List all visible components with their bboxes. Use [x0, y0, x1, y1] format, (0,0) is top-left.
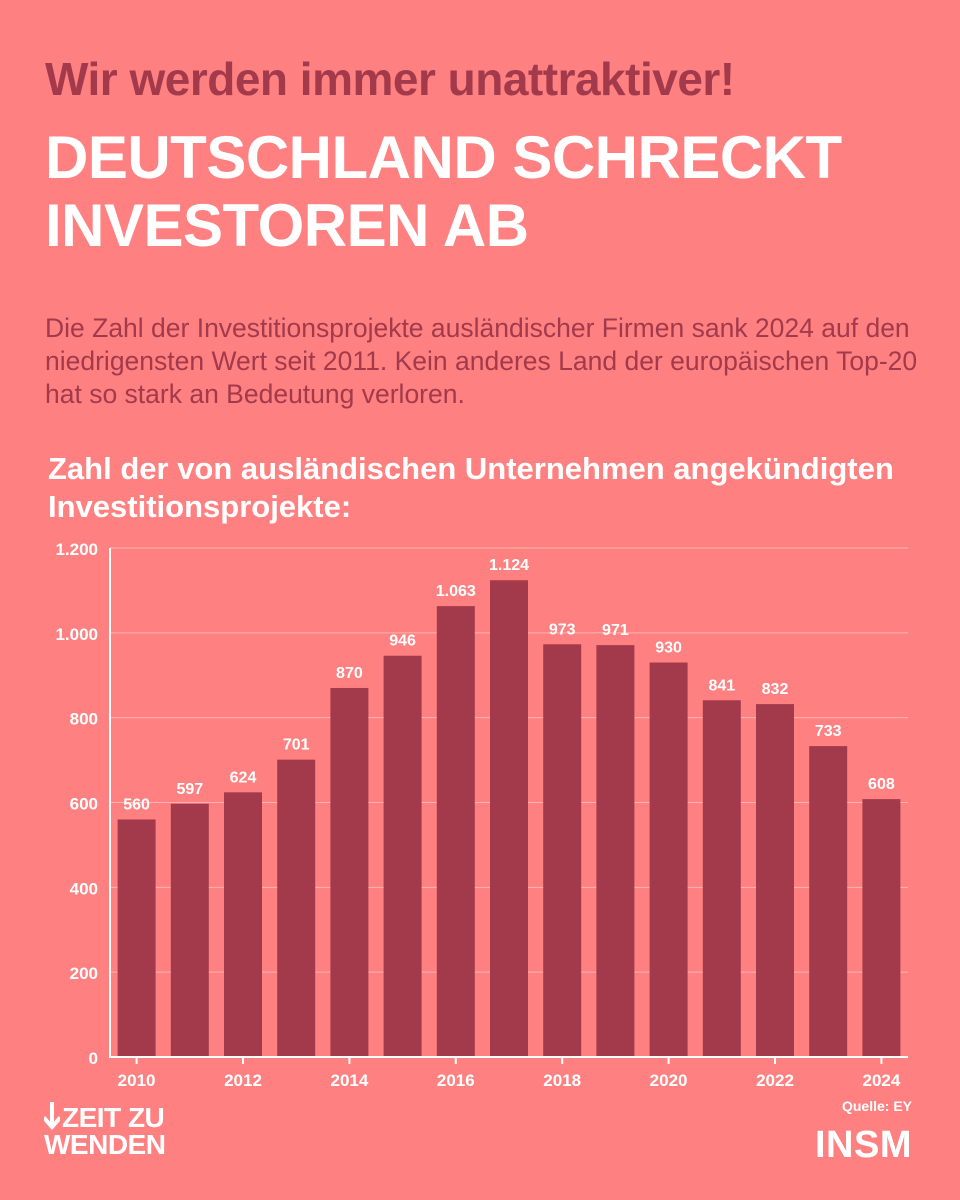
x-tick-label: 2012	[224, 1071, 262, 1090]
bar-value-label: 1.063	[436, 583, 476, 600]
bar-2013	[277, 759, 316, 1057]
bar-2020	[649, 662, 688, 1057]
x-tick-label: 2010	[118, 1071, 156, 1090]
down-arrow-icon	[44, 1102, 60, 1131]
bar-value-label: 971	[602, 622, 629, 639]
bar-chart: 0 200 400 600 800 1.000 1.200 560 597 624 701 870 94…	[55, 540, 908, 1090]
bar-2017	[490, 580, 528, 1057]
bar-2014	[330, 687, 369, 1057]
x-tick-label: 2014	[330, 1071, 368, 1090]
y-tick-label: 200	[70, 964, 98, 983]
y-tick-label: 400	[70, 879, 98, 898]
bar-2022	[756, 704, 794, 1057]
bar-value-label: 930	[655, 640, 682, 657]
zeit-zu-wenden-logo: ZEIT ZU WENDEN	[44, 1098, 194, 1162]
x-tick-label: 2018	[543, 1071, 581, 1090]
y-tick-label: 1.200	[55, 540, 98, 559]
x-tick-label: 2016	[437, 1071, 475, 1090]
x-tick-label: 2022	[756, 1071, 794, 1090]
x-tick-label: 2020	[650, 1071, 688, 1090]
logo-line-1: ZEIT ZU	[62, 1102, 165, 1133]
kicker-heading: Wir werden immer unattraktiver!	[45, 53, 735, 105]
bar-value-label: 701	[283, 737, 310, 754]
bar-value-label: 597	[176, 781, 203, 798]
bar-value-label: 624	[230, 769, 257, 786]
bar-value-label: 560	[123, 796, 150, 813]
bar-2021	[702, 700, 741, 1057]
chart-title: Zahl der von ausländischen Unternehmen a…	[48, 451, 894, 524]
bar-2024	[862, 799, 901, 1057]
bar-2012	[224, 792, 262, 1057]
bar-2015	[383, 655, 422, 1057]
headline: DEUTSCHLAND SCHRECKT INVESTOREN AB	[45, 124, 842, 260]
source-note: Quelle: EY	[841, 1098, 912, 1114]
bar-value-label: 946	[389, 633, 416, 650]
bar-value-label: 1.124	[489, 557, 529, 574]
y-tick-label: 1.000	[55, 625, 98, 644]
bar-2023	[809, 746, 848, 1057]
insm-brand: INSM	[815, 1124, 912, 1166]
bar-value-label: 870	[336, 665, 363, 682]
bar-value-label: 841	[708, 677, 735, 694]
bar-value-label: 608	[868, 776, 895, 793]
y-tick-label: 0	[89, 1049, 98, 1068]
y-tick-label: 600	[70, 795, 98, 814]
x-tick-label: 2024	[862, 1071, 900, 1090]
headline-line-1: DEUTSCHLAND SCHRECKT	[45, 124, 842, 191]
headline-line-2: INVESTOREN AB	[45, 192, 529, 259]
bar-value-label: 973	[549, 621, 576, 638]
bar-value-label: 733	[815, 723, 842, 740]
bar-2011	[170, 803, 209, 1057]
bar-2019	[596, 645, 635, 1057]
intro-text: Die Zahl der Investitionsprojekte auslän…	[45, 313, 918, 409]
bar-2018	[543, 644, 582, 1057]
y-tick-label: 800	[70, 710, 98, 729]
bar-2010	[117, 819, 156, 1057]
bar-value-label: 832	[762, 681, 789, 698]
bar-2016	[436, 606, 475, 1057]
logo-line-2: WENDEN	[44, 1129, 166, 1160]
